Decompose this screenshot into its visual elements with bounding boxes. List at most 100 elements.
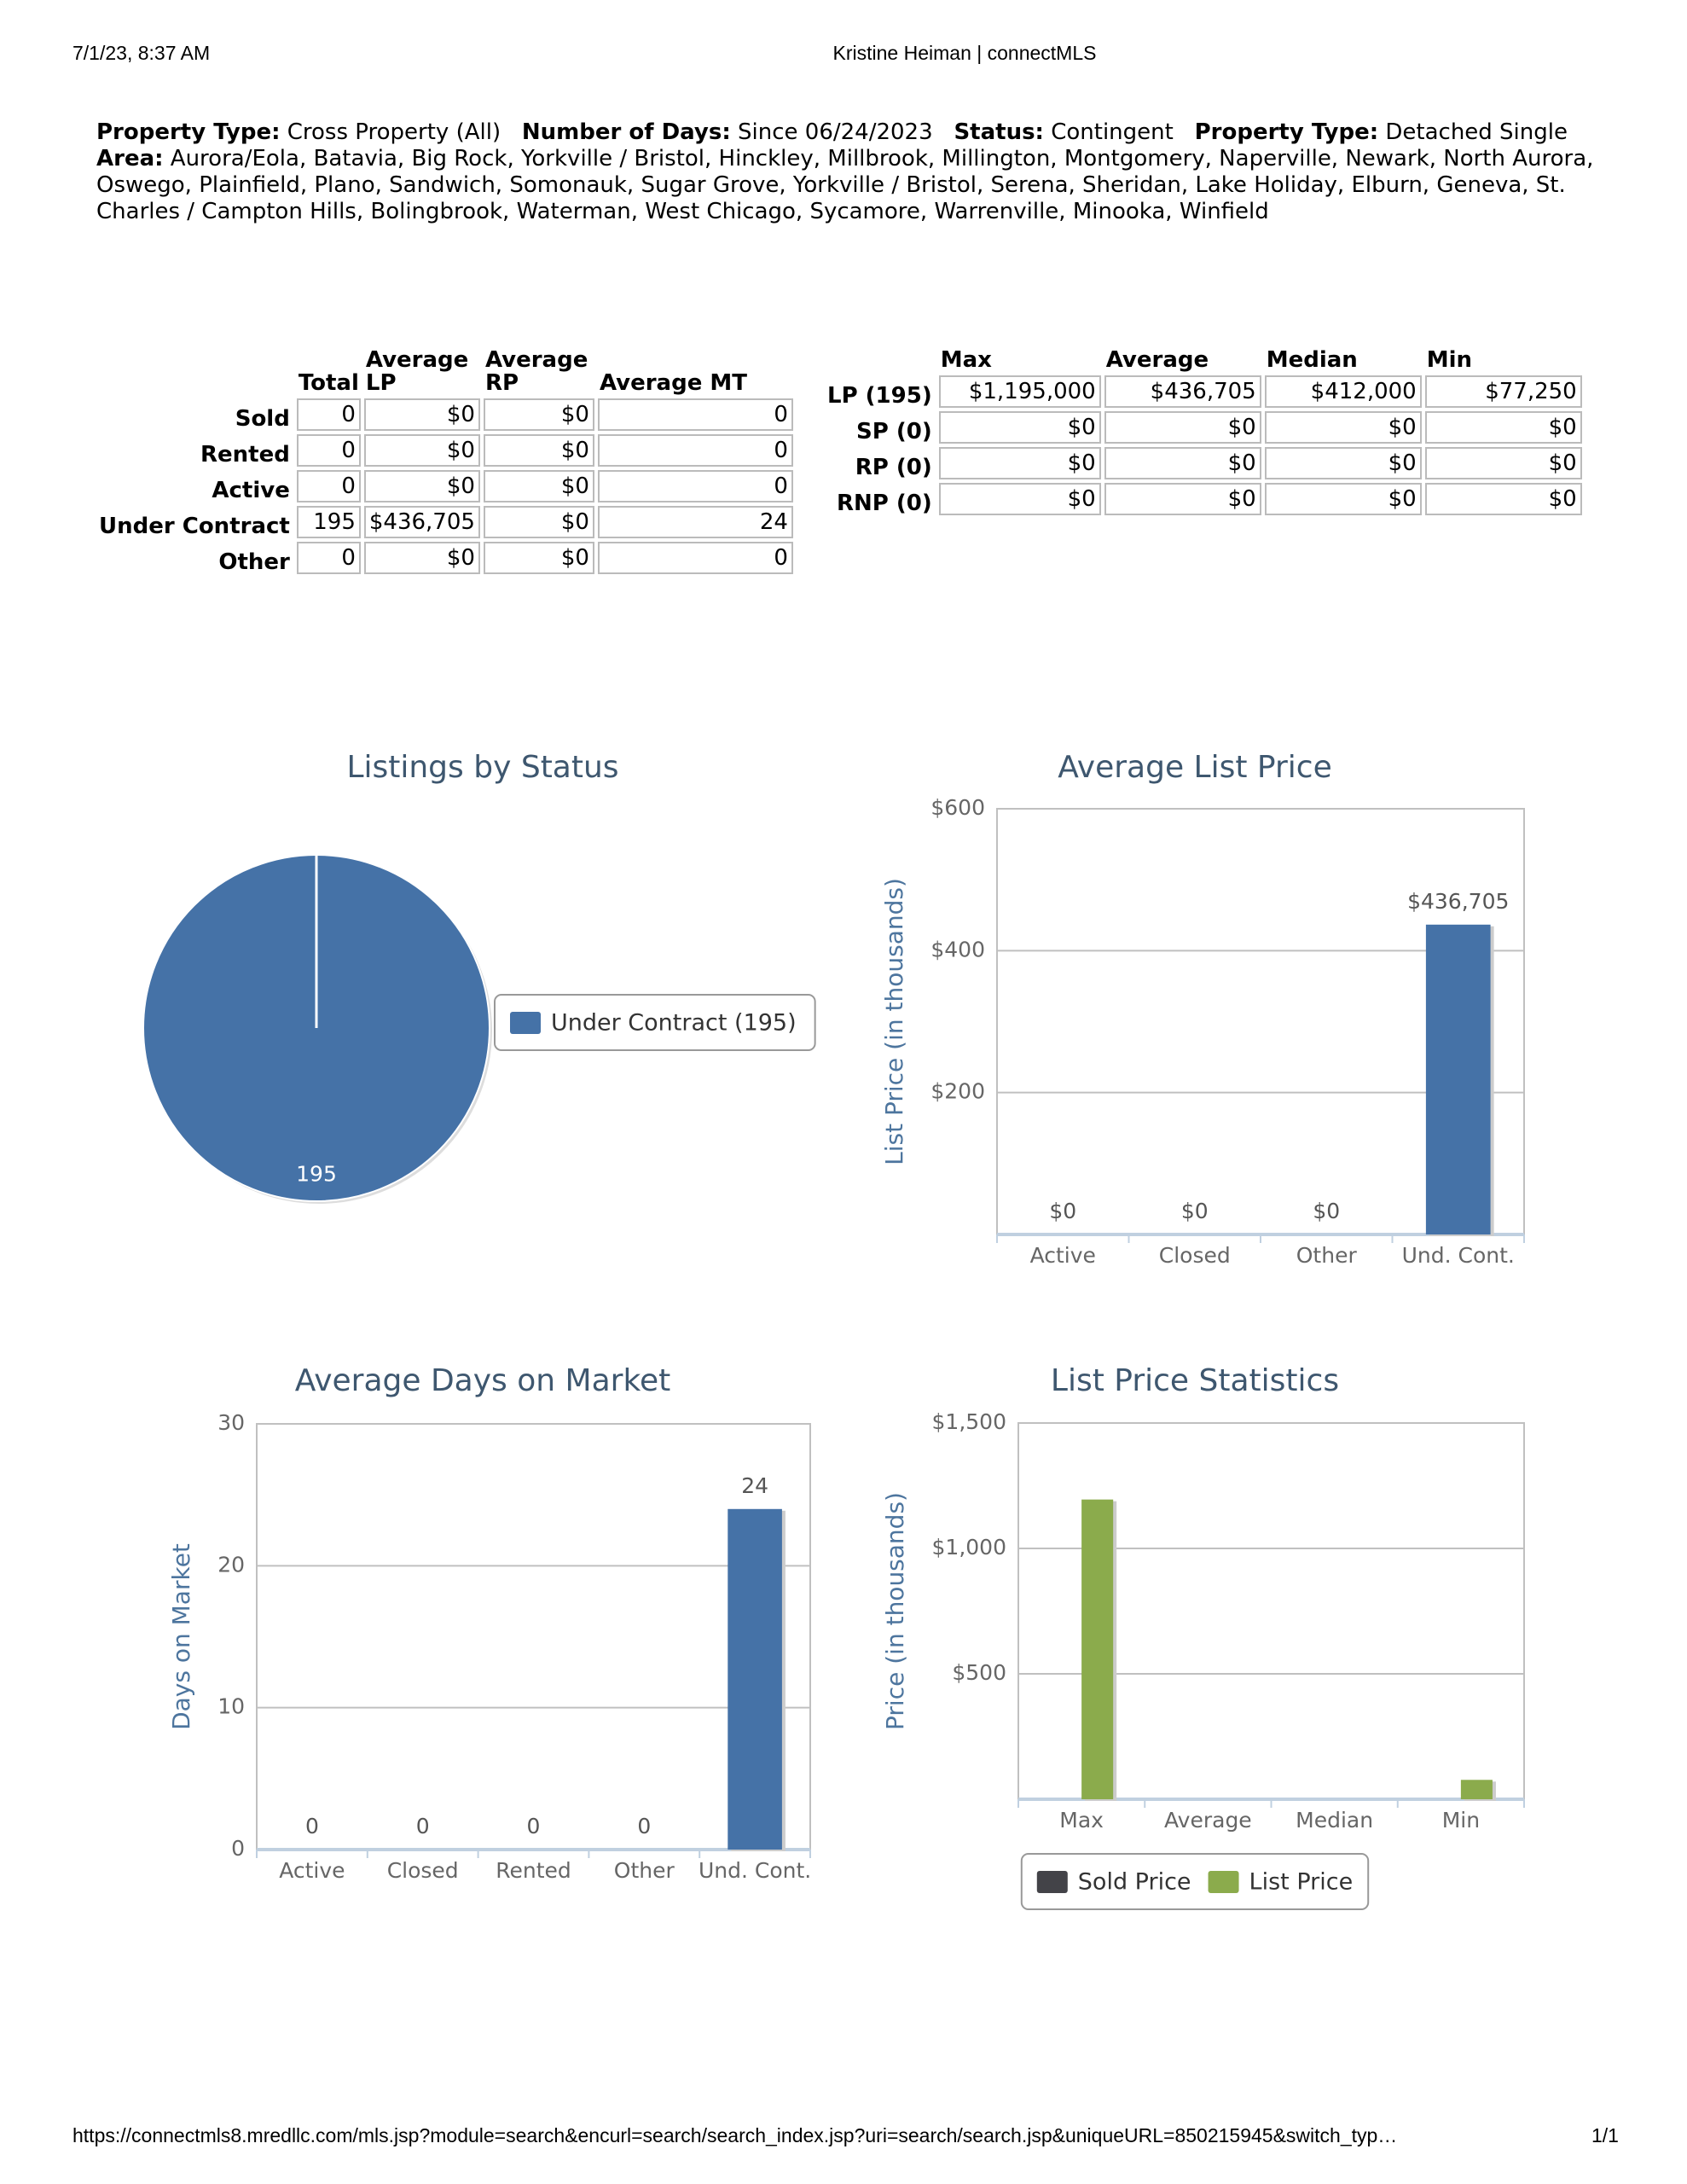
table-cell: 0 <box>597 470 793 502</box>
table-cell: $0 <box>1104 483 1261 515</box>
chart-title: Listings by Status <box>346 750 618 785</box>
table-cell: $1,195,000 <box>938 375 1101 408</box>
table-cell: $0 <box>1264 411 1422 444</box>
table-row: SP (0) $0 $0 $0 $0 <box>826 411 1582 444</box>
table-row: RP (0) $0 $0 $0 $0 <box>826 447 1582 479</box>
y-tick-label: $1,000 <box>932 1535 1006 1560</box>
criteria-value: Since 06/24/2023 <box>738 119 933 145</box>
table-cell: 0 <box>296 434 361 467</box>
criteria-value: Aurora/Eola, Batavia, Big Rock, Yorkvill… <box>96 146 1594 224</box>
y-tick-label: 30 <box>217 1410 245 1435</box>
table-cell: $0 <box>1264 483 1422 515</box>
legend-box <box>494 994 816 1051</box>
column-header: Total <box>298 370 359 396</box>
header-row: Total Average LP Average RP Average MT <box>97 349 793 395</box>
x-tick-label: Und. Cont. <box>1402 1243 1515 1268</box>
x-tick-label: Closed <box>387 1858 459 1883</box>
chart-title: List Price Statistics <box>1051 1363 1339 1398</box>
x-tick-label: Median <box>1296 1808 1373 1833</box>
table-cell: $0 <box>483 506 594 538</box>
table-cell: 0 <box>597 542 793 574</box>
table-cell: 0 <box>296 398 361 431</box>
table-cell: $0 <box>938 447 1101 479</box>
legend-label: List Price <box>1249 1869 1354 1896</box>
chart-title: Average List Price <box>1058 750 1331 785</box>
table-cell: 0 <box>597 434 793 467</box>
table-cell: $77,250 <box>1424 375 1582 408</box>
x-tick-label: Active <box>1030 1243 1096 1268</box>
column-header: Average MT <box>599 370 747 396</box>
legend-label: Under Contract (195) <box>551 1010 797 1037</box>
criteria-label: Property Type: <box>96 119 281 145</box>
y-tick-label: 0 <box>231 1836 245 1861</box>
print-page: 1/1 <box>1591 2124 1619 2146</box>
table-row: Rented 0 $0 $0 0 <box>97 434 793 467</box>
column-header: Average <box>1105 347 1209 373</box>
legend-label: Sold Price <box>1078 1869 1191 1896</box>
print-datetime: 7/1/23, 8:37 AM <box>72 42 211 64</box>
table-row: Sold 0 $0 $0 0 <box>97 398 793 431</box>
table-cell: $0 <box>1424 483 1582 515</box>
data-label: $436,705 <box>1407 889 1509 914</box>
plot-frame <box>256 1423 811 1850</box>
table-row: Active 0 $0 $0 0 <box>97 470 793 502</box>
table-row: Under Contract 195 $436,705 $0 24 <box>97 506 793 538</box>
y-tick-label: $400 <box>930 937 985 961</box>
row-header: Sold <box>235 406 290 432</box>
y-tick-label: $500 <box>952 1660 1006 1685</box>
table-cell: $0 <box>363 470 480 502</box>
data-label: 0 <box>527 1814 541 1838</box>
data-label: 0 <box>305 1814 319 1838</box>
table-cell: $436,705 <box>1104 375 1261 408</box>
row-header: Rented <box>200 442 290 468</box>
table-cell: 195 <box>296 506 361 538</box>
x-tick-label: Und. Cont. <box>699 1858 811 1883</box>
table-cell: $0 <box>1104 447 1261 479</box>
x-tick-label: Max <box>1059 1808 1104 1833</box>
table-cell: $0 <box>483 542 594 574</box>
data-label: $0 <box>1181 1199 1209 1223</box>
y-tick-label: $200 <box>930 1079 985 1104</box>
table-cell: 24 <box>597 506 793 538</box>
data-label: 0 <box>637 1814 651 1838</box>
legend-box <box>1020 1853 1370 1910</box>
table-cell: $0 <box>1104 411 1261 444</box>
table-cell: $0 <box>938 483 1101 515</box>
criteria-area: Area: Aurora/Eola, Batavia, Big Rock, Yo… <box>96 146 1623 225</box>
summary-table: Total Average LP Average RP Average MT Sold 0… <box>94 346 797 578</box>
table-cell: $0 <box>483 434 594 467</box>
x-tick-label: Closed <box>1159 1243 1231 1268</box>
table-cell: $0 <box>1424 411 1582 444</box>
column-header: Max <box>940 347 992 373</box>
table-cell: $0 <box>363 398 480 431</box>
bar <box>1081 1499 1114 1799</box>
data-label: 0 <box>416 1814 430 1838</box>
table-cell: $0 <box>483 398 594 431</box>
table-cell: $412,000 <box>1264 375 1422 408</box>
table-cell: 0 <box>296 542 361 574</box>
table-cell: 0 <box>597 398 793 431</box>
y-axis-title: Price (in thousands) <box>881 1492 909 1730</box>
column-header: Min <box>1426 347 1473 373</box>
stats-table: Max Average Median Min LP (195) $1,195,000 $43… <box>822 346 1586 519</box>
table-cell: $0 <box>938 411 1101 444</box>
table-cell: 0 <box>296 470 361 502</box>
table-cell: $0 <box>1264 447 1422 479</box>
row-header: SP (0) <box>856 419 932 444</box>
y-tick-label: 10 <box>217 1694 245 1719</box>
criteria-value: Contingent <box>1051 119 1174 145</box>
criteria-line: Property Type: Cross Property (All) Numb… <box>96 119 1623 146</box>
x-tick-label: Other <box>1296 1243 1358 1268</box>
row-header: RP (0) <box>855 455 932 480</box>
y-tick-label: $600 <box>930 795 985 820</box>
table-cell: $0 <box>363 542 480 574</box>
criteria-label: Status: <box>954 119 1044 145</box>
y-axis-title: List Price (in thousands) <box>880 878 908 1165</box>
bar <box>1460 1780 1493 1799</box>
criteria-label: Area: <box>96 146 164 171</box>
criteria-label: Property Type: <box>1194 119 1379 145</box>
table-row: Other 0 $0 $0 0 <box>97 542 793 574</box>
legend-swatch <box>1036 1871 1068 1893</box>
